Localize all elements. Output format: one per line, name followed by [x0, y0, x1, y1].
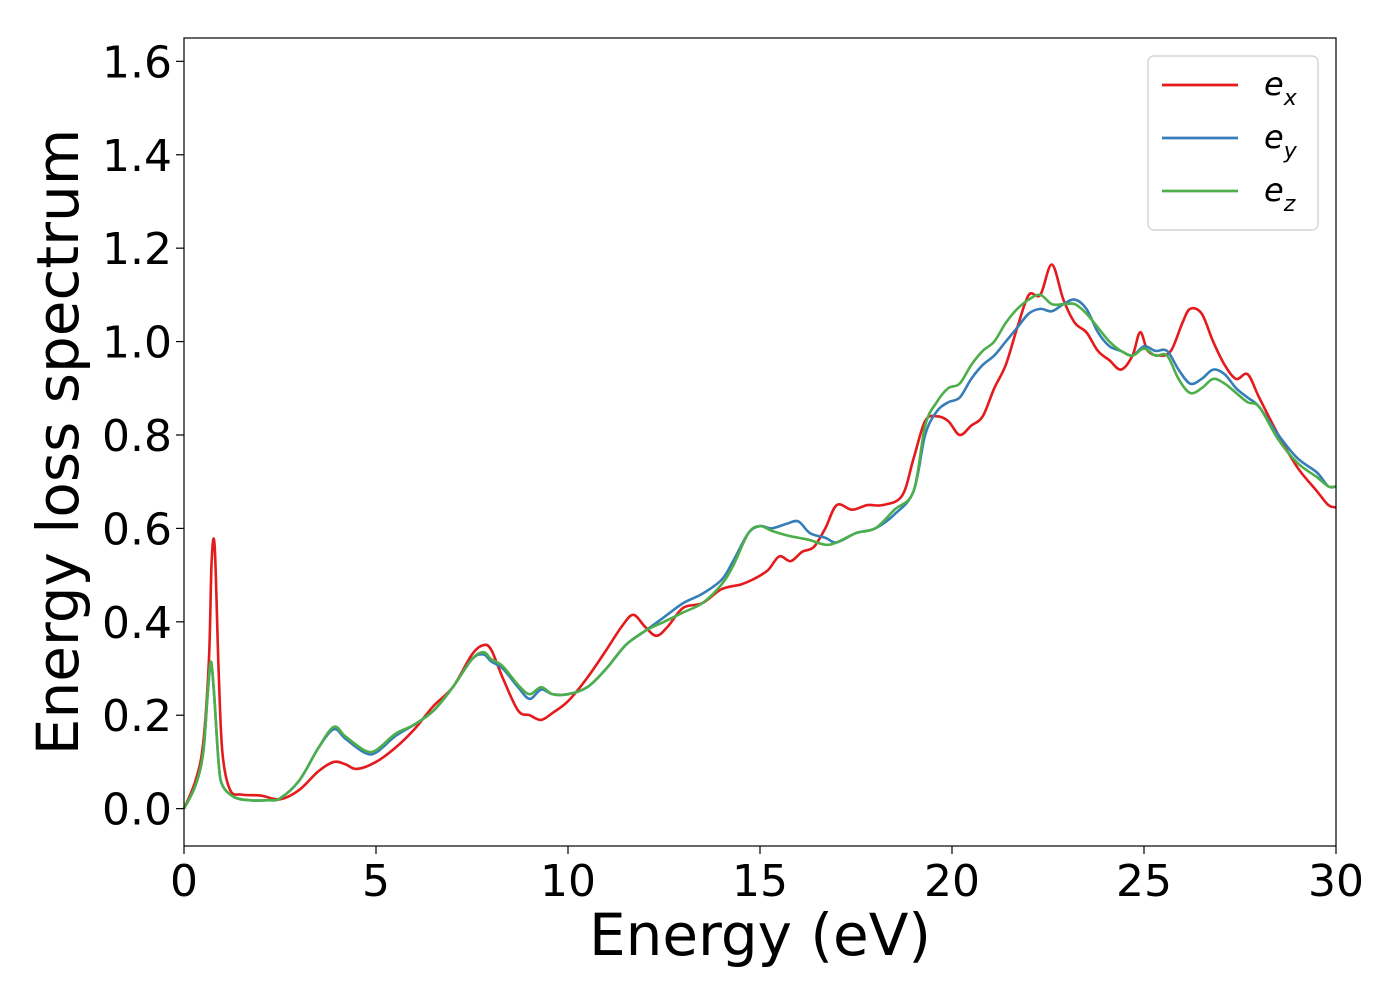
x-tick-label: 25 [1116, 856, 1172, 907]
x-tick-label: 10 [540, 856, 596, 907]
x-tick-label: 30 [1308, 856, 1364, 907]
series-line-e-z [182, 293, 1337, 810]
y-tick-label: 0.8 [102, 411, 172, 462]
y-tick-label: 1.4 [102, 131, 172, 182]
legend-box [1147, 55, 1319, 231]
y-tick-label: 0.6 [102, 504, 172, 555]
y-axis-title: Energy loss spectrum [24, 129, 92, 755]
x-tick-label: 5 [362, 856, 390, 907]
y-tick-label: 1.2 [102, 224, 172, 275]
y-tick-label: 1.6 [102, 37, 172, 88]
y-tick-label: 0.2 [102, 691, 172, 742]
series-line-e-x [182, 263, 1337, 810]
x-axis: 0 5 10 15 20 25 30 [170, 846, 1364, 907]
y-tick-label: 0.4 [102, 598, 172, 649]
series-line-e-y [182, 298, 1337, 810]
series-layer [182, 263, 1337, 810]
x-tick-label: 0 [170, 856, 198, 907]
y-tick-label: 0.0 [102, 785, 172, 836]
y-tick-label: 1.0 [102, 318, 172, 369]
x-tick-label: 20 [924, 856, 980, 907]
y-axis: 0.0 0.2 0.4 0.6 0.8 1.0 1.2 1.4 1.6 [102, 37, 184, 836]
x-axis-title: Energy (eV) [589, 901, 931, 969]
x-tick-label: 15 [732, 856, 788, 907]
